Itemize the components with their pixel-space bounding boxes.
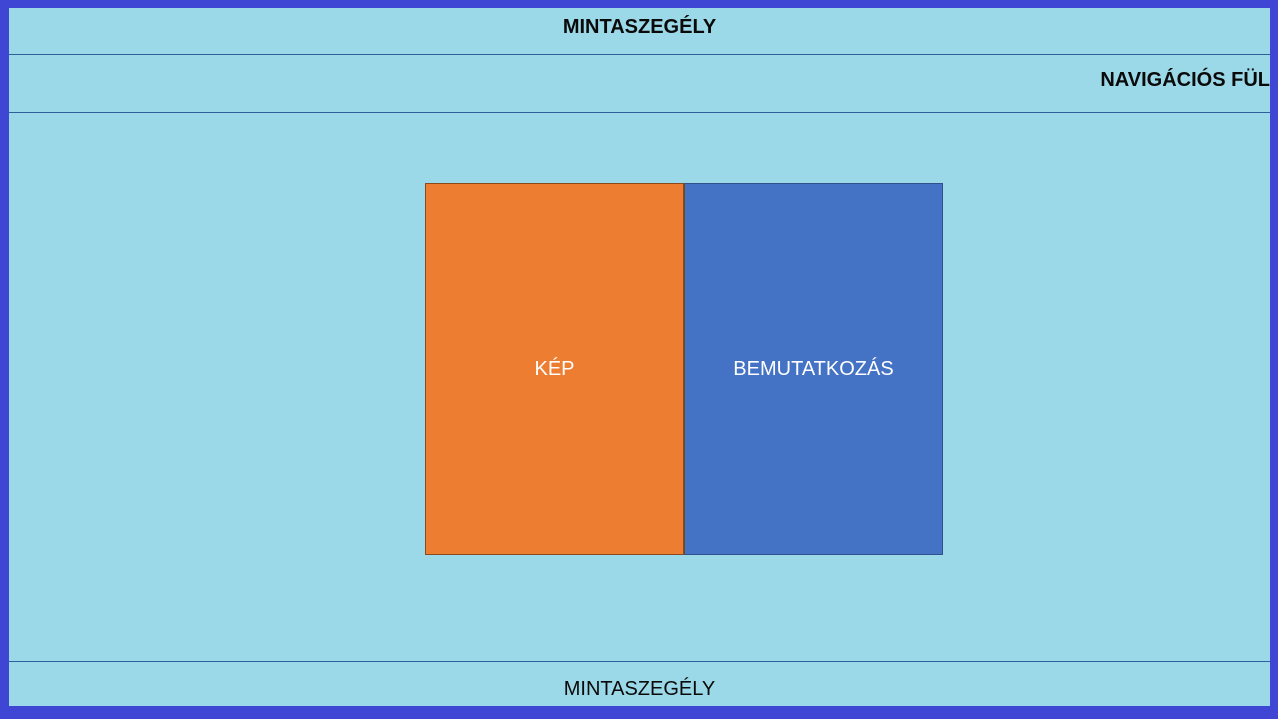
image-block-label: KÉP (534, 357, 575, 380)
navigation-tab-label: NAVIGÁCIÓS FÜL (1100, 69, 1270, 91)
header-border-region: MINTASZEGÉLY (9, 8, 1270, 55)
image-block: KÉP (425, 183, 684, 555)
footer-label: MINTASZEGÉLY (563, 678, 716, 700)
layout-canvas: MINTASZEGÉLY NAVIGÁCIÓS FÜL KÉP BEMUTATK… (9, 8, 1270, 706)
introduction-block: BEMUTATKOZÁS (684, 183, 943, 555)
header-label: MINTASZEGÉLY (562, 16, 717, 38)
footer-border-region: MINTASZEGÉLY (9, 661, 1270, 706)
navigation-tab-region: NAVIGÁCIÓS FÜL (9, 55, 1270, 113)
introduction-block-label: BEMUTATKOZÁS (733, 357, 894, 380)
